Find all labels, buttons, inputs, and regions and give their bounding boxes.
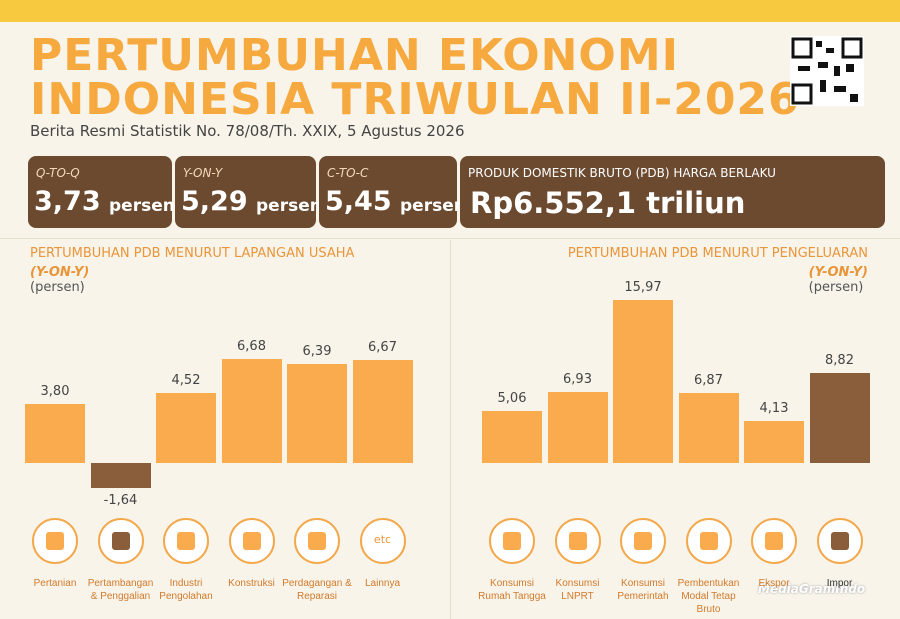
stat-value: 5,45 (325, 186, 392, 217)
category-label: Impor (826, 578, 853, 589)
stat-box: PRODUK DOMESTIK BRUTO (PDB) HARGA BERLAK… (460, 156, 885, 228)
chart-title: PERTUMBUHAN PDB MENURUT PENGELUARAN (567, 246, 868, 261)
value-label: 3,80 (40, 384, 70, 400)
stat-box: C-TO-C 5,45 persen (319, 156, 466, 228)
subtitle-unit: (persen) (808, 280, 864, 295)
subtitle-emphasis: (Y-ON-Y) (808, 265, 868, 280)
stat-unit: persen (256, 196, 322, 216)
stat-box: Y-ON-Y 5,29 persen (175, 156, 322, 228)
title: INDONESIA TRIWULAN II-2026 (30, 74, 800, 125)
category-label: Pertanian (33, 578, 77, 589)
divider (0, 238, 900, 239)
category-icon (751, 518, 797, 564)
category-label: Konstruksi (228, 578, 275, 589)
bar (352, 359, 413, 463)
stat-value: 5,29 (181, 186, 248, 217)
category-label: Perdagangan & Reparasi (282, 578, 352, 602)
category-icon (685, 518, 732, 564)
category-label: Pembentukan Modal Tetap Bruto (677, 578, 740, 615)
bar (25, 404, 85, 463)
category-icon: etc (359, 518, 406, 564)
subtitle: Berita Resmi Statistik No. 78/08/Th. XXI… (30, 122, 465, 140)
stat-label: Q-TO-Q (36, 166, 80, 180)
icon-glyph (46, 532, 64, 550)
category-icon (816, 518, 863, 564)
top-stripe (0, 0, 900, 22)
stat-label: Y-ON-Y (183, 166, 223, 180)
category-label: Ekspor (758, 578, 790, 589)
bar (547, 392, 608, 463)
icon-glyph (177, 532, 195, 550)
bar (287, 363, 347, 463)
icon-glyph (634, 532, 652, 550)
value-label: 6,93 (563, 372, 592, 388)
bar (678, 392, 739, 463)
category-icon (228, 518, 275, 564)
value-label: -1,64 (103, 493, 138, 509)
value-label: 15,97 (624, 280, 662, 296)
value-label: 4,52 (171, 372, 201, 388)
title: PERTUMBUHAN EKONOMI (30, 30, 679, 81)
category-icon (163, 518, 209, 564)
icon-glyph (568, 532, 587, 550)
bar (482, 411, 542, 463)
bar (221, 359, 282, 463)
category-label: Lainnya (364, 578, 401, 589)
value-label: 6,39 (302, 343, 332, 359)
value-label: 4,13 (759, 400, 789, 416)
category-label: Konsumsi LNPRT (555, 578, 600, 602)
bar (809, 373, 870, 463)
icon-glyph (699, 532, 718, 550)
stat-value: Rp6.552,1 triliun (470, 186, 746, 220)
stat-value: 3,73 (34, 186, 101, 217)
stat-label: PRODUK DOMESTIK BRUTO (PDB) HARGA BERLAK… (468, 166, 776, 180)
category-icon (554, 518, 601, 564)
value-label: 6,68 (237, 339, 266, 355)
bar (744, 420, 804, 463)
value-label: 5,06 (497, 391, 527, 407)
icon-glyph (111, 532, 130, 550)
icon-glyph (765, 532, 783, 550)
stat-box: Q-TO-Q 3,73 persen (28, 156, 175, 228)
category-icon (489, 518, 535, 564)
bar (156, 392, 216, 463)
icon-text: etc (373, 533, 392, 546)
category-label: Konsumsi Pemerintah (617, 578, 669, 602)
category-label: Konsumsi Rumah Tangga (478, 578, 546, 602)
stat-unit: persen (109, 196, 175, 216)
icon-glyph (830, 532, 849, 550)
icon-glyph (308, 532, 326, 550)
category-label: Industri Pengolahan (159, 578, 213, 602)
category-label: Pertambangan & Penggalian (87, 578, 154, 602)
category-icon (294, 518, 340, 564)
divider (450, 240, 451, 619)
value-label: 6,87 (694, 372, 723, 388)
bar (90, 463, 151, 489)
value-label: 8,82 (825, 353, 854, 369)
qr-code (790, 36, 864, 106)
watermark: MediaGramIndo (758, 582, 866, 596)
icon-glyph (242, 532, 261, 550)
chart-title: PERTUMBUHAN PDB MENURUT LAPANGAN USAHA (30, 246, 355, 261)
category-icon (620, 518, 666, 564)
category-icon (97, 518, 144, 564)
bar (613, 300, 673, 463)
icon-glyph (503, 532, 521, 550)
stat-label: C-TO-C (327, 166, 369, 180)
subtitle-emphasis: (Y-ON-Y) (30, 265, 90, 280)
stat-unit: persen (400, 196, 466, 216)
subtitle-unit: (persen) (30, 280, 85, 295)
chart-subtitle: (Y-ON-Y) (persen) (30, 265, 89, 295)
chart-subtitle: (Y-ON-Y) (persen) (809, 265, 868, 295)
value-label: 6,67 (368, 339, 397, 355)
category-icon (32, 518, 78, 564)
